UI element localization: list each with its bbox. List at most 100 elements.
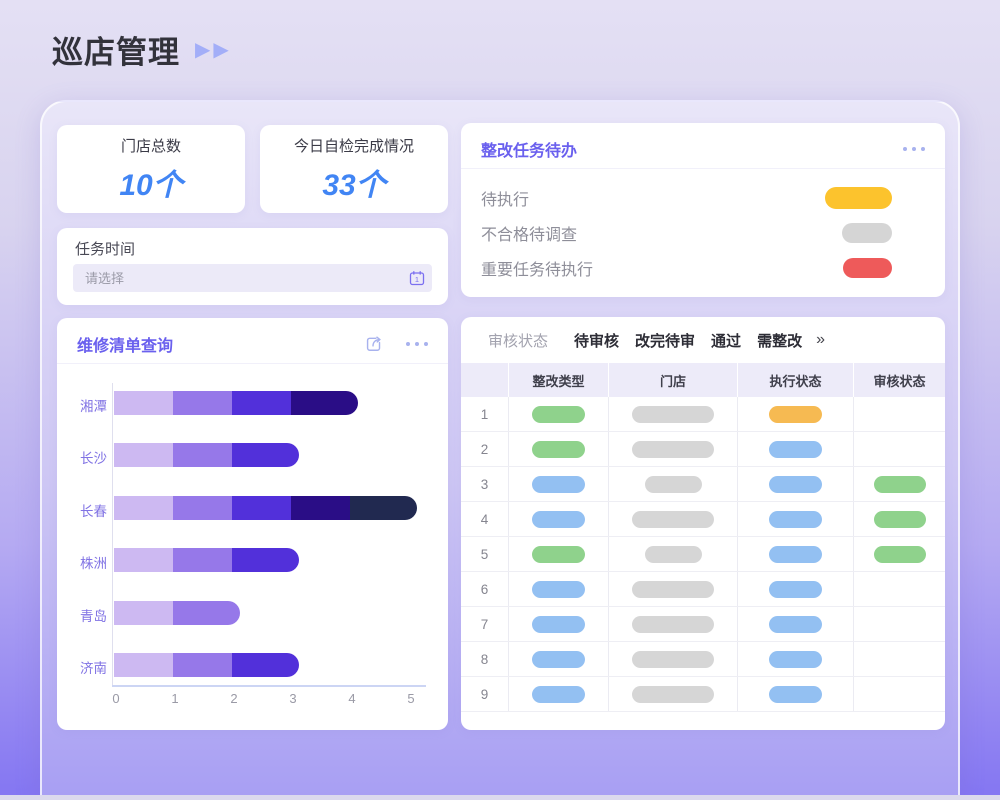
table-pill	[644, 545, 702, 563]
bar-segment	[173, 495, 232, 520]
stacked-bar	[114, 443, 299, 468]
cell-store	[609, 537, 738, 571]
table-header-cell	[461, 363, 509, 397]
table-pill	[769, 510, 822, 528]
cell-store	[609, 607, 738, 641]
table-row: 3	[461, 467, 945, 502]
cell-review-status	[854, 502, 945, 536]
chart-category-label: 济南	[80, 661, 107, 676]
table-pill	[769, 615, 822, 633]
bar-segment	[232, 548, 299, 573]
table-pill	[632, 615, 714, 633]
cell-exec-status	[738, 537, 854, 571]
play-icon: ▶	[213, 38, 229, 61]
bar-segment	[173, 391, 232, 415]
cell-rectify-type	[509, 677, 609, 711]
divider	[461, 168, 945, 169]
tab-待审核[interactable]: 待审核	[574, 332, 620, 350]
x-axis-tick-label: 1	[171, 691, 179, 706]
tab-通过[interactable]: 通过	[711, 332, 742, 350]
divider	[57, 363, 448, 364]
row-number: 9	[461, 677, 509, 711]
stat-card-self-check-today: 今日自检完成情况 33个	[260, 125, 448, 213]
cell-exec-status	[738, 607, 854, 641]
cell-store	[609, 432, 738, 466]
table-pill	[532, 475, 585, 493]
calendar-icon[interactable]: 1	[409, 270, 425, 286]
table-row: 9	[461, 677, 945, 712]
bar-segment	[114, 653, 173, 677]
table-pill	[632, 650, 714, 668]
stat-label: 今日自检完成情况	[293, 137, 414, 155]
todo-item-label: 待执行	[481, 191, 530, 209]
export-icon[interactable]	[363, 334, 384, 355]
tab-需整改[interactable]: 需整改	[757, 332, 803, 350]
cell-exec-status	[738, 677, 854, 711]
bar-segment	[114, 600, 173, 625]
more-menu-icon[interactable]	[406, 342, 428, 346]
table-row: 1	[461, 397, 945, 432]
bar-segment	[173, 600, 240, 625]
todo-item-list: 待执行 不合格待调查 重要任务待执行	[461, 172, 945, 285]
table-pill	[769, 685, 822, 703]
table-pill	[769, 650, 822, 668]
table-pill	[532, 510, 585, 528]
x-axis-tick-label: 4	[348, 691, 356, 706]
stat-label: 门店总数	[120, 137, 181, 155]
cell-rectify-type	[509, 432, 609, 466]
todo-item: 重要任务待执行	[461, 250, 945, 285]
bar-segment	[232, 443, 299, 468]
task-time-card: 任务时间 1	[57, 228, 448, 305]
cell-exec-status	[738, 502, 854, 536]
bar-segment	[114, 548, 173, 573]
review-tabs: 待审核 改完待审 通过 需整改	[574, 330, 802, 351]
chart-category-label: 青岛	[80, 608, 107, 624]
cell-exec-status	[738, 397, 854, 431]
table-pill	[873, 475, 926, 493]
table-row: 8	[461, 642, 945, 677]
task-time-date-input[interactable]	[73, 264, 432, 292]
double-play-icon: ▶ ▶	[195, 40, 229, 60]
row-number: 8	[461, 642, 509, 676]
more-menu-icon[interactable]	[903, 147, 925, 151]
status-pill	[843, 257, 892, 278]
table-pill	[769, 475, 822, 493]
table-pill	[769, 580, 822, 598]
rectify-todo-title: 整改任务待办	[481, 143, 578, 160]
chart-category-label: 湘潭	[80, 399, 107, 414]
bar-segment	[232, 495, 291, 520]
page-header: 巡店管理 ▶ ▶	[52, 27, 229, 72]
table-pill	[632, 510, 714, 528]
cell-store	[609, 502, 738, 536]
bar-segment	[291, 495, 350, 520]
stacked-bar	[114, 600, 240, 625]
cell-rectify-type	[509, 467, 609, 501]
cell-review-status	[854, 677, 945, 711]
table-pill	[873, 510, 926, 528]
table-pill	[769, 545, 822, 563]
chart-category-label: 株洲	[80, 556, 107, 572]
svg-text:1: 1	[415, 275, 419, 284]
cell-rectify-type	[509, 537, 609, 571]
table-pill	[644, 475, 702, 493]
cell-rectify-type	[509, 502, 609, 536]
chart-category-label: 长沙	[80, 451, 107, 467]
tab-改完待审[interactable]: 改完待审	[635, 332, 696, 350]
todo-item: 待执行	[461, 180, 945, 215]
cell-exec-status	[738, 432, 854, 466]
page-bottom-strip	[0, 795, 1000, 800]
bar-segment	[232, 391, 291, 415]
tabs-more-chevron[interactable]: »	[816, 331, 825, 348]
play-icon: ▶	[195, 38, 211, 61]
bar-segment	[173, 548, 232, 573]
repair-list-title: 维修清单查询	[77, 338, 174, 355]
chart-x-axis	[112, 685, 426, 687]
table-pill	[532, 615, 585, 633]
cell-review-status	[854, 432, 945, 466]
cell-store	[609, 572, 738, 606]
row-number: 6	[461, 572, 509, 606]
table-pill	[532, 650, 585, 668]
